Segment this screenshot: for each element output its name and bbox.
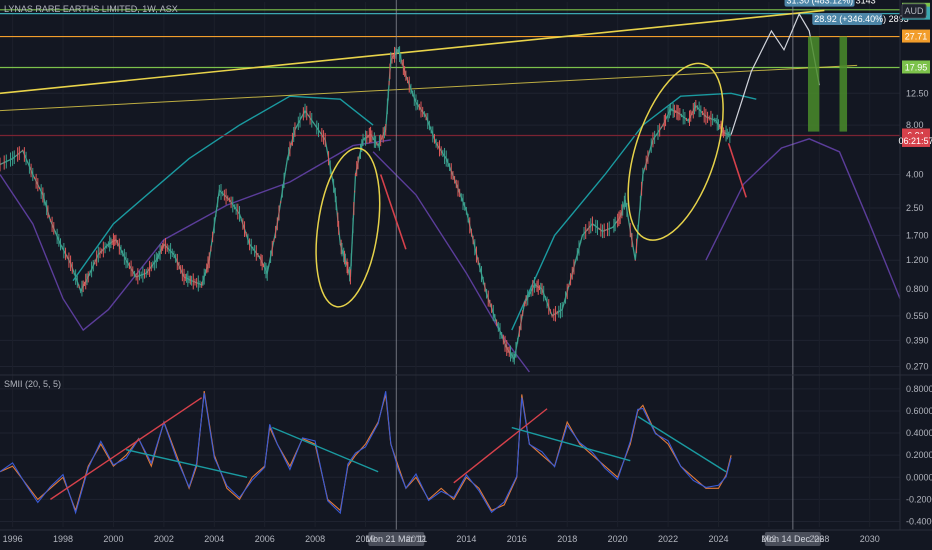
drawing-curves [0, 92, 901, 373]
oscillator-red-arrow [453, 408, 548, 484]
yellow-trendline-upper [0, 9, 825, 95]
x-tick-label: 2028 [809, 534, 829, 544]
yellow-circle-2009 [315, 147, 381, 308]
price-tick-label: 0.800 [906, 284, 929, 294]
x-tick-label: 2006 [255, 534, 275, 544]
yellow-circle-2022 [627, 62, 724, 241]
measure-label-box [812, 12, 883, 25]
x-tick-label: 2000 [103, 534, 123, 544]
oscillator-teal-arrow [637, 415, 727, 473]
x-tick-label: 2022 [658, 534, 678, 544]
projection-path [730, 12, 820, 135]
horizontal-lines [0, 9, 900, 137]
time-marker-badge [764, 532, 821, 546]
x-tick-label: 1998 [53, 534, 73, 544]
x-tick-label: 2008 [305, 534, 325, 544]
grid [0, 2, 900, 527]
price-tick-label: 2.50 [906, 203, 924, 213]
oscillator-title: SMII (20, 5, 5) [4, 379, 61, 389]
measure-label-box [784, 0, 855, 7]
oscillator-teal-arrow [511, 426, 631, 462]
currency-button[interactable] [901, 3, 927, 19]
annotations: Mon 21 Mar '11 Mon 14 Dec '26 31.30 (483.1… [315, 0, 909, 546]
symbol-title: LYNAS RARE EARTHS LIMITED, 1W, ASX [4, 4, 178, 14]
osc-tick-label: -0.2000 [906, 494, 932, 504]
price-tick-label: 0.550 [906, 311, 929, 321]
osc-tick-label: 0.2000 [906, 450, 932, 460]
oscillator-series [0, 391, 732, 515]
x-tick-label: 2016 [507, 534, 527, 544]
x-tick-label: 202 [761, 534, 776, 544]
osc-tick-label: 0.4000 [906, 428, 932, 438]
price-axis-tag [902, 29, 930, 43]
price-series [0, 46, 732, 365]
osc-tick-label: -0.4000 [906, 516, 932, 526]
price-tick-label: 4.00 [906, 169, 924, 179]
red-arrow-2011 [379, 174, 407, 250]
price-axis-tag [902, 133, 930, 147]
oscillator-teal-arrow [271, 426, 379, 473]
projection-green-bar [807, 36, 820, 132]
x-tick-label: 2012 [406, 534, 426, 544]
price-tick-label: 0.270 [906, 362, 929, 372]
x-tick-label: 2014 [456, 534, 476, 544]
osc-tick-label: 0.8000 [906, 384, 932, 394]
price-tick-label: 1.200 [906, 255, 929, 265]
oscillator-teal-arrow [125, 448, 248, 478]
red-arrow-2024 [727, 142, 747, 198]
time-marker-badge [368, 532, 425, 546]
oscillator-signal-line [0, 391, 732, 515]
osc-tick-label: 0.6000 [906, 406, 932, 416]
price-axis-tag-text: 06:21:57 [898, 136, 932, 146]
currency-label: AUD [904, 6, 924, 16]
x-tick-label: 2010 [356, 534, 376, 544]
price-axis-tag [902, 60, 930, 74]
purple-cycle-curve [705, 138, 901, 299]
measure-label-text: 28.92 (+346.40%) 2893 [814, 14, 908, 24]
purple-cycle-curve [372, 151, 530, 373]
x-tick-label: 2030 [860, 534, 880, 544]
teal-arc-curve [72, 95, 374, 282]
time-marker-label: Mon 14 Dec '26 [761, 534, 824, 544]
oscillator-red-arrow [50, 397, 203, 500]
x-tick-label: 2020 [608, 534, 628, 544]
price-axis-tag-text: 27.71 [905, 32, 928, 42]
price-tick-label: 1.700 [906, 230, 929, 240]
x-tick-label: 2024 [708, 534, 728, 544]
projection-green-bar [839, 36, 848, 132]
measure-label-text: 31.30 (483.12%) 3143 [787, 0, 876, 6]
x-tick-label: 1996 [3, 534, 23, 544]
price-axis-tag-text: 17.95 [905, 62, 928, 72]
price-tick-label: 8.00 [906, 120, 924, 130]
time-marker-label: Mon 21 Mar '11 [366, 534, 428, 544]
x-tick-label: 2004 [204, 534, 224, 544]
osc-tick-label: 0.0000 [906, 472, 932, 482]
price-tick-label: 12.50 [906, 88, 929, 98]
x-tick-label: 2002 [154, 534, 174, 544]
x-tick-label: 2018 [557, 534, 577, 544]
price-tick-label: 0.390 [906, 335, 929, 345]
